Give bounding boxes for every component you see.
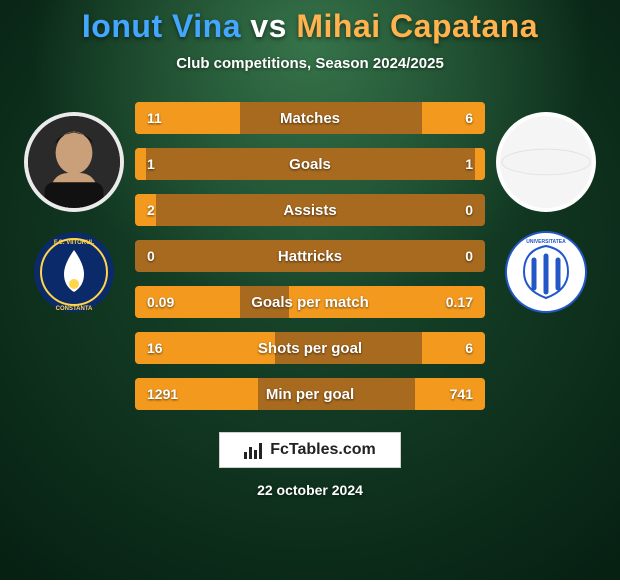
bar-left-fill — [135, 194, 156, 226]
stat-row: Min per goal1291741 — [135, 378, 485, 410]
player1-avatar — [24, 112, 124, 212]
player2-avatar — [496, 112, 596, 212]
barchart-icon — [244, 441, 262, 459]
bar-right-fill — [422, 332, 485, 364]
content-root: Ionut Vina vs Mihai Capatana Club compet… — [0, 0, 620, 580]
date-text: 22 october 2024 — [257, 482, 363, 498]
svg-text:F.C. VIITORUL: F.C. VIITORUL — [54, 240, 95, 246]
player2-name: Mihai Capatana — [296, 8, 538, 44]
fctables-logo-box: FcTables.com — [219, 432, 401, 468]
bar-left-fill — [135, 332, 275, 364]
player2-club-crest: UNIVERSITATEA — [504, 230, 588, 314]
stat-row: Matches116 — [135, 102, 485, 134]
bar-track — [135, 240, 485, 272]
player1-name: Ionut Vina — [82, 8, 241, 44]
bar-right-fill — [415, 378, 485, 410]
bar-track — [135, 148, 485, 180]
comparison-area: F.C. VIITORUL CONSTANTA Matches116 Goals1… — [0, 102, 620, 410]
left-player-column: F.C. VIITORUL CONSTANTA — [19, 112, 129, 314]
page-title: Ionut Vina vs Mihai Capatana — [82, 8, 538, 45]
stat-row: Hattricks00 — [135, 240, 485, 272]
stat-row: Assists20 — [135, 194, 485, 226]
bar-right-fill — [422, 102, 485, 134]
svg-text:CONSTANTA: CONSTANTA — [56, 306, 93, 312]
bar-right-fill — [289, 286, 485, 318]
vs-text: vs — [250, 8, 287, 44]
stat-row: Goals11 — [135, 148, 485, 180]
subtitle: Club competitions, Season 2024/2025 — [176, 55, 444, 72]
stat-row: Shots per goal166 — [135, 332, 485, 364]
bar-left-fill — [135, 286, 240, 318]
svg-text:UNIVERSITATEA: UNIVERSITATEA — [526, 239, 566, 245]
bar-left-fill — [135, 102, 240, 134]
bar-right-fill — [475, 148, 486, 180]
stat-row: Goals per match0.090.17 — [135, 286, 485, 318]
right-player-column: UNIVERSITATEA — [491, 112, 601, 314]
bar-left-fill — [135, 148, 146, 180]
bar-track — [135, 194, 485, 226]
bar-left-fill — [135, 378, 258, 410]
fctables-logo-text: FcTables.com — [270, 441, 376, 459]
player1-club-crest: F.C. VIITORUL CONSTANTA — [32, 230, 116, 314]
stat-bars: Matches116 Goals11 Assists20 Hattricks00 Goa… — [135, 102, 485, 410]
